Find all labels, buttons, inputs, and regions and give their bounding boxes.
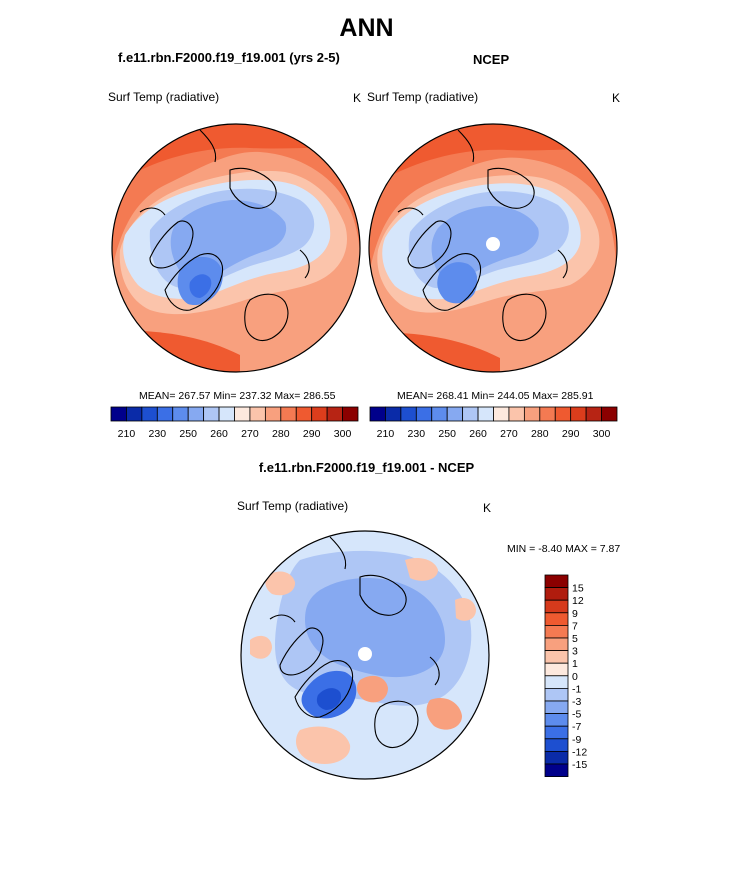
model-colorbar-tick-label: 260 [210, 428, 228, 440]
obs-colorbar-swatch [446, 406, 464, 422]
obs-panel-header: NCEP [473, 52, 510, 67]
obs-colorbar-swatch [385, 406, 402, 422]
model-colorbar-tick-label: 300 [334, 428, 352, 440]
obs-colorbar-swatch [570, 406, 587, 422]
diff-units-label: K [483, 501, 492, 515]
diff-colorbar-tick-label: -7 [572, 721, 581, 733]
diff-colorbar-swatch [544, 738, 569, 752]
model-colorbar-swatch [264, 406, 282, 422]
obs-colorbar-swatch [523, 406, 541, 422]
diff-colorbar-swatch [544, 625, 569, 639]
diff-colorbar-tick-label: 9 [572, 608, 578, 620]
diff-pole-hole [358, 647, 372, 661]
model-colorbar-swatch [280, 406, 297, 422]
model-colorbar-swatch [234, 406, 251, 422]
diff-stats: MIN = -8.40 MAX = 7.87 [507, 543, 621, 555]
obs-colorbar-swatch [554, 406, 572, 422]
diff-colorbar-tick-label: 0 [572, 671, 578, 683]
diff-colorbar-swatch [544, 713, 569, 727]
obs-colorbar-swatch [415, 406, 433, 422]
diff-colorbar-swatch [544, 751, 569, 765]
obs-units-label: K [612, 91, 621, 105]
model-stats: MEAN= 267.57 Min= 237.32 Max= 286.55 [139, 390, 336, 402]
model-colorbar-swatch [156, 406, 174, 422]
diff-colorbar-swatch [544, 574, 569, 589]
model-colorbar-swatch [311, 406, 328, 422]
obs-stats: MEAN= 268.41 Min= 244.05 Max= 285.91 [397, 390, 594, 402]
model-colorbar-tick-label: 270 [241, 428, 259, 440]
diff-panel-header: f.e11.rbn.F2000.f19_f19.001 - NCEP [258, 460, 475, 475]
obs-colorbar-swatch [585, 406, 602, 422]
model-colorbar-swatch [218, 406, 235, 422]
diff-colorbar-tick-label: -5 [572, 709, 581, 721]
model-colorbar-tick-label: 290 [303, 428, 321, 440]
diff-colorbar-tick-label: 15 [572, 583, 584, 595]
obs-colorbar-swatch [462, 406, 479, 422]
diff-colorbar-swatch [544, 725, 569, 740]
model-colorbar-swatch [203, 406, 220, 422]
model-colorbar-swatch [187, 406, 205, 422]
diff-colorbar-swatch [544, 587, 569, 601]
obs-colorbar-swatch [539, 406, 556, 422]
obs-colorbar-swatch [508, 406, 525, 422]
diff-colorbar-tick-label: -3 [572, 696, 581, 708]
obs-colorbar-tick-label: 270 [500, 428, 518, 440]
diff-colorbar-tick-label: 7 [572, 620, 578, 632]
diff-colorbar-tick-label: 3 [572, 646, 578, 658]
model-colorbar-tick-label: 210 [118, 428, 136, 440]
obs-colorbar-tick-label: 260 [469, 428, 487, 440]
obs-pole-hole [486, 237, 500, 251]
model-colorbar-swatch [295, 406, 313, 422]
diff-colorbar-swatch [544, 662, 569, 677]
diff-colorbar-tick-label: 5 [572, 633, 578, 645]
obs-colorbar-tick-label: 280 [531, 428, 549, 440]
diff-colorbar-swatch [544, 675, 569, 689]
obs-colorbar-swatch [493, 406, 510, 422]
model-colorbar-swatch [110, 406, 127, 422]
obs-colorbar-swatch [400, 406, 417, 422]
diff-colorbar-swatch [544, 763, 569, 778]
model-colorbar-swatch [126, 406, 143, 422]
diff-colorbar-swatch [544, 599, 569, 614]
diff-colorbar-swatch [544, 650, 569, 664]
diff-colorbar-tick-label: -15 [572, 759, 587, 771]
diff-colorbar-swatch [544, 700, 569, 715]
model-polar-map [112, 124, 360, 372]
obs-colorbar-tick-label: 210 [377, 428, 395, 440]
model-colorbar-tick-label: 250 [179, 428, 197, 440]
obs-colorbar-swatch [431, 406, 448, 422]
obs-colorbar-swatch [369, 406, 386, 422]
model-variable-label: Surf Temp (radiative) [108, 90, 220, 104]
model-colorbar-tick-label: 230 [149, 428, 167, 440]
diff-colorbar-tick-label: 1 [572, 658, 578, 670]
diff-colorbar-tick-label: -1 [572, 683, 581, 695]
page-title: ANN [339, 14, 394, 42]
model-colorbar: 210 230 250 260 270 280 290 300 [110, 406, 359, 440]
model-units-label: K [353, 91, 362, 105]
diff-colorbar-tick-label: -9 [572, 734, 581, 746]
diff-colorbar-tick-label: -12 [572, 746, 587, 758]
diff-colorbar-swatch [544, 612, 569, 626]
obs-colorbar: 210 230 250 260 270 280 290 300 [369, 406, 618, 440]
diff-colorbar-swatch [544, 688, 569, 702]
obs-colorbar-tick-label: 290 [562, 428, 580, 440]
model-colorbar-swatch [342, 406, 359, 422]
obs-variable-label: Surf Temp (radiative) [367, 90, 479, 104]
obs-colorbar-tick-label: 230 [408, 428, 426, 440]
obs-colorbar-swatch [601, 406, 618, 422]
model-colorbar-swatch [249, 406, 266, 422]
model-colorbar-swatch [172, 406, 189, 422]
obs-colorbar-tick-label: 250 [438, 428, 456, 440]
obs-colorbar-swatch [477, 406, 494, 422]
model-panel-header: f.e11.rbn.F2000.f19_f19.001 (yrs 2-5) [118, 50, 340, 65]
obs-colorbar-tick-label: 300 [593, 428, 611, 440]
diff-colorbar-tick-label: 12 [572, 595, 584, 607]
model-colorbar-tick-label: 280 [272, 428, 290, 440]
model-colorbar-swatch [326, 406, 343, 422]
model-colorbar-swatch [141, 406, 158, 422]
diff-colorbar-swatch [544, 637, 569, 652]
diff-variable-label: Surf Temp (radiative) [237, 499, 349, 513]
